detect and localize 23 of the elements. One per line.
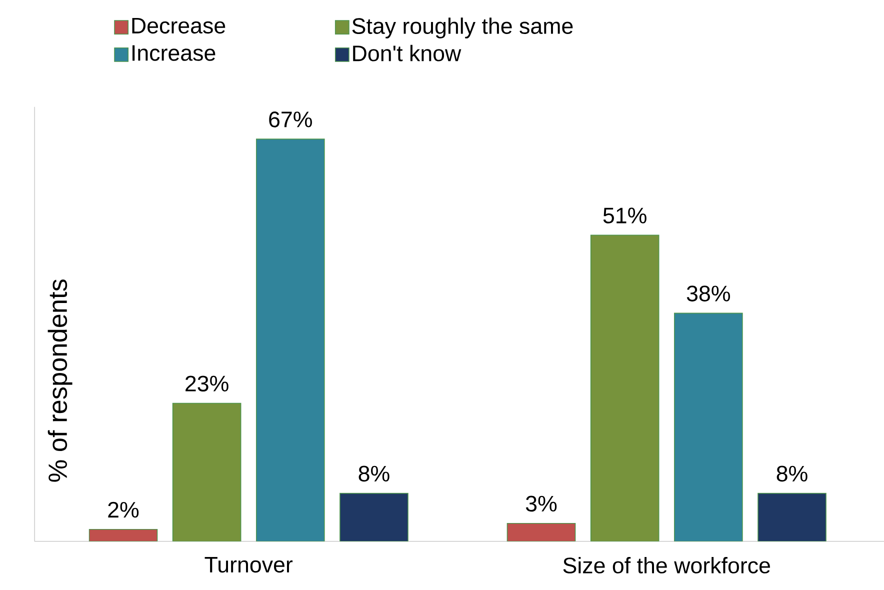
data-label: 2% <box>108 502 139 518</box>
data-label: 3% <box>526 496 557 512</box>
bar <box>340 492 408 542</box>
legend-label: Stay roughly the same <box>352 18 573 38</box>
y-axis-title: % of respondents <box>48 280 72 482</box>
data-label: 8% <box>358 466 390 482</box>
bar <box>89 529 158 542</box>
legend-label: Decrease <box>132 18 226 34</box>
data-label: 51% <box>603 208 646 224</box>
bar <box>758 492 826 542</box>
data-label: 23% <box>186 376 228 392</box>
legend-label: Don't know <box>353 44 462 62</box>
bar <box>590 234 660 542</box>
x-tick-label: Turnover <box>204 557 293 573</box>
x-tick-label: Size of the workforce <box>563 557 770 574</box>
bar <box>506 522 576 542</box>
bar <box>674 312 743 542</box>
bar <box>256 138 325 542</box>
legend-label: Increase <box>132 45 216 61</box>
bar <box>172 402 242 542</box>
data-label: 67% <box>269 112 312 128</box>
data-label: 8% <box>776 466 808 482</box>
data-label: 38% <box>686 286 730 302</box>
